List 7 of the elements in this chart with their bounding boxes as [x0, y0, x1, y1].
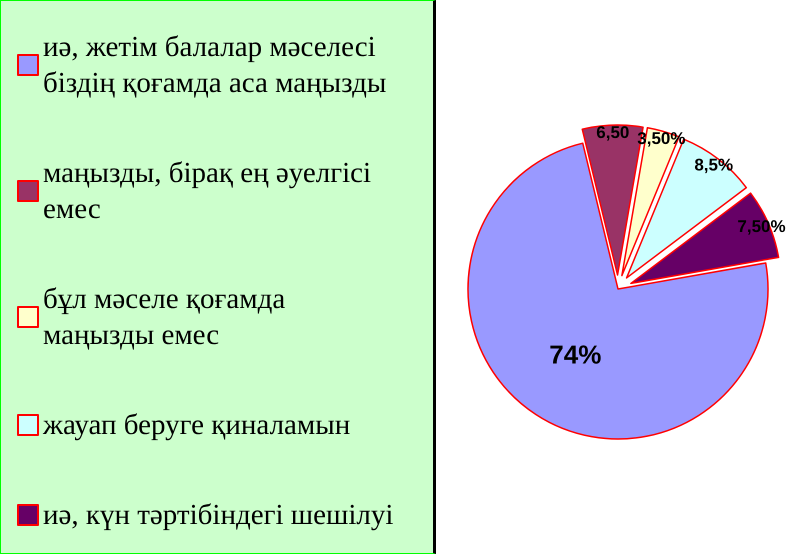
legend-label: бұл мәселе қоғамда маңызды емес	[43, 283, 286, 351]
data-label: 74%	[549, 339, 602, 370]
legend-label: маңызды, бірақ ең әуелгісі емес	[43, 157, 372, 225]
legend-label: жауап беруге қиналамын	[42, 409, 350, 441]
legend-label: иә, жетім балалар мәселесі біздің қоғамда аса маңызды	[43, 31, 386, 99]
data-label: 6,50	[596, 123, 630, 142]
legend-label: иә, күн тәртібіндегі шешілуі	[43, 499, 394, 531]
